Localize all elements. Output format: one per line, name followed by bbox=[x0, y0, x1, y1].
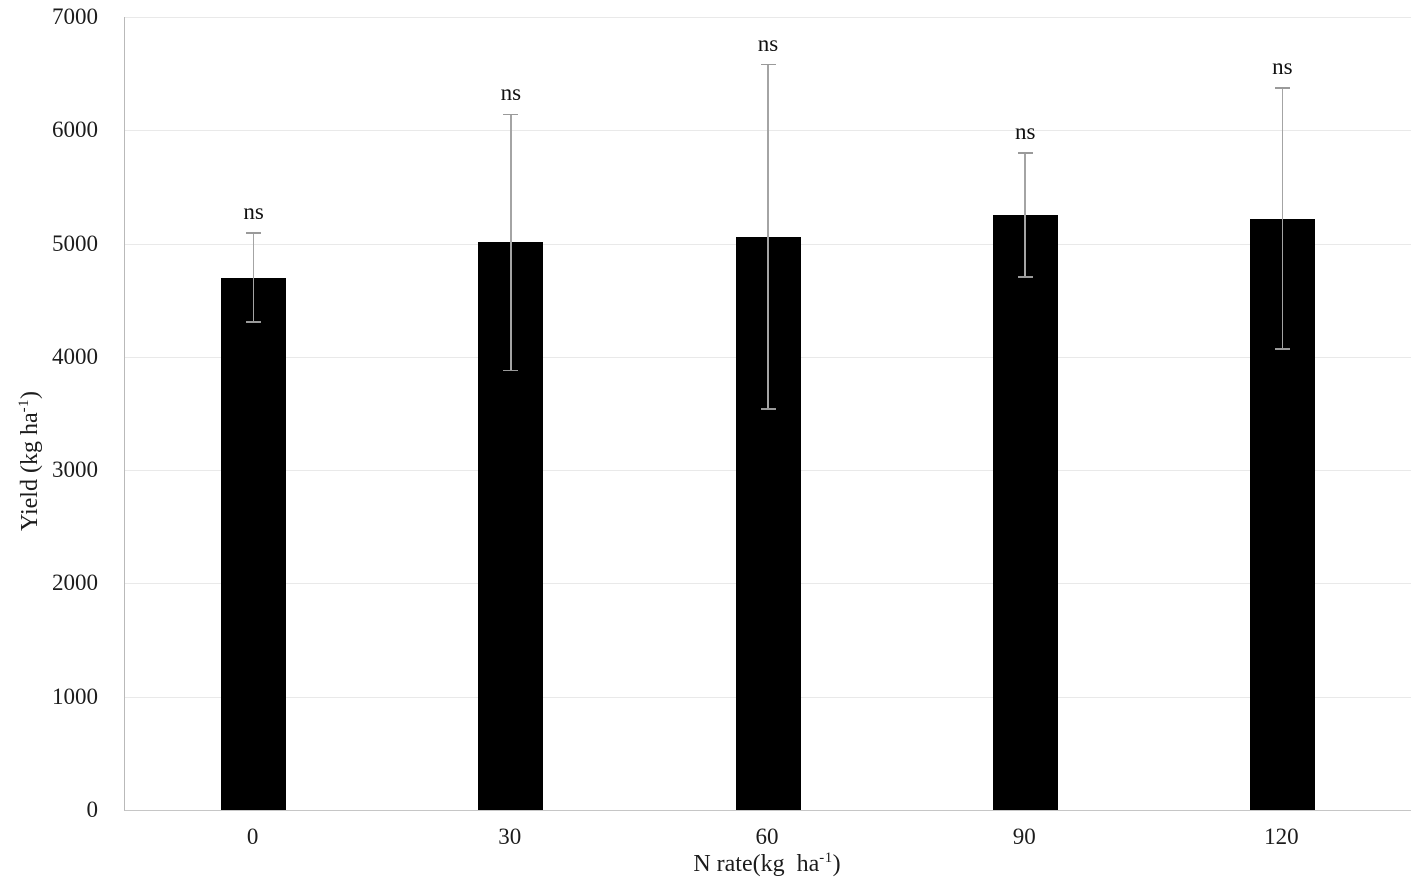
y-axis-title-text: Yield (kg ha bbox=[17, 412, 43, 532]
y-axis-title-superscript: -1 bbox=[16, 398, 32, 413]
error-bar-cap-bottom-90 bbox=[1017, 276, 1033, 279]
x-tick-label-30: 30 bbox=[498, 824, 522, 849]
y-tick-label-7000: 7000 bbox=[52, 4, 98, 29]
y-tick-label-3000: 3000 bbox=[52, 457, 98, 483]
y-tick-label-0: 0 bbox=[86, 797, 99, 822]
x-axis-title-superscript: -1 bbox=[819, 850, 833, 866]
y-tick-label-4000: 4000 bbox=[52, 343, 98, 369]
significance-label-90: ns bbox=[1014, 119, 1036, 145]
error-bar-cap-top-60 bbox=[760, 63, 776, 66]
y-tick-label-2000: 2000 bbox=[52, 570, 98, 596]
y-axis-title-close: ) bbox=[17, 390, 43, 399]
error-bar-120 bbox=[1281, 88, 1284, 349]
error-bar-cap-top-30 bbox=[503, 113, 519, 116]
significance-label-30: ns bbox=[500, 80, 522, 106]
significance-label-60: ns bbox=[757, 30, 779, 56]
significance-label-120: ns bbox=[1272, 54, 1293, 80]
y-tick-label-6000: 6000 bbox=[52, 117, 98, 143]
error-bar-cap-bottom-0 bbox=[246, 321, 262, 324]
error-bar-cap-top-90 bbox=[1017, 152, 1033, 155]
error-bar-0 bbox=[252, 232, 255, 323]
x-tick-label-120: 120 bbox=[1264, 824, 1299, 849]
y-tick-label-1000: 1000 bbox=[52, 683, 98, 709]
error-bar-cap-top-120 bbox=[1274, 87, 1290, 90]
error-bar-cap-bottom-60 bbox=[760, 408, 776, 410]
x-axis-title-text: N rate(kg ha bbox=[693, 851, 820, 877]
x-axis-title: N rate(kg ha-1) bbox=[693, 850, 840, 878]
error-bar-30 bbox=[510, 114, 512, 371]
x-tick-label-90: 90 bbox=[1012, 824, 1036, 849]
bar-0 bbox=[221, 277, 287, 810]
error-bar-60 bbox=[767, 64, 769, 409]
significance-label-0: ns bbox=[243, 198, 264, 224]
x-axis-title-close: ) bbox=[832, 851, 841, 877]
y-tick-label-5000: 5000 bbox=[52, 230, 98, 256]
error-bar-cap-top-0 bbox=[246, 231, 262, 234]
error-bar-cap-bottom-120 bbox=[1274, 348, 1290, 350]
plot-area: ns ns ns ns ns bbox=[124, 17, 1411, 811]
x-tick-label-0: 0 bbox=[246, 824, 259, 849]
error-bar-90 bbox=[1024, 153, 1026, 278]
error-bar-cap-bottom-30 bbox=[503, 369, 519, 372]
bar-90 bbox=[992, 215, 1058, 810]
y-axis-title: Yield (kg ha-1) bbox=[16, 391, 44, 531]
gridline-7000 bbox=[125, 17, 1411, 18]
x-tick-label-60: 60 bbox=[755, 824, 779, 849]
